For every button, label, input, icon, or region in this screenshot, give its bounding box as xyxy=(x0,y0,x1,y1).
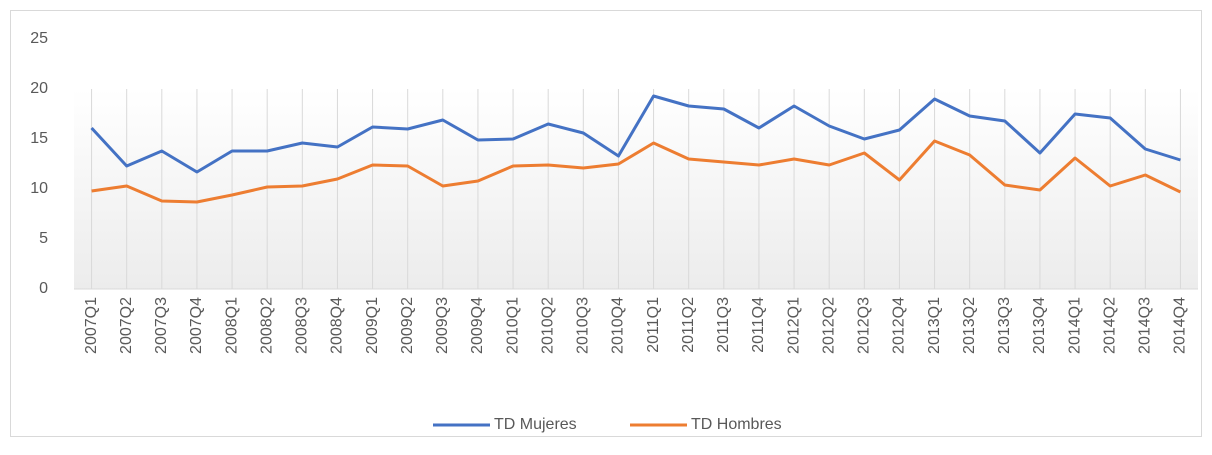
legend-label: TD Mujeres xyxy=(494,416,577,433)
x-tick-label: 2011Q4 xyxy=(750,297,767,353)
x-tick-label: 2011Q2 xyxy=(680,297,697,353)
legend-label: TD Hombres xyxy=(691,416,782,433)
x-tick-label: 2013Q4 xyxy=(1031,297,1048,354)
y-tick-label: 20 xyxy=(30,80,48,97)
x-tick-label: 2012Q2 xyxy=(820,297,837,354)
x-tick-label: 2010Q3 xyxy=(575,297,592,354)
x-tick-label: 2009Q2 xyxy=(399,297,416,354)
x-tick-label: 2014Q1 xyxy=(1066,297,1083,354)
x-tick-label: 2012Q3 xyxy=(856,297,873,354)
x-tick-label: 2014Q3 xyxy=(1137,297,1154,354)
x-tick-label: 2009Q4 xyxy=(469,297,486,354)
x-tick-label: 2008Q3 xyxy=(294,297,311,354)
y-tick-label: 25 xyxy=(30,30,48,47)
x-tick-label: 2007Q1 xyxy=(83,297,100,354)
x-tick-label: 2007Q2 xyxy=(118,297,135,354)
x-tick-label: 2012Q4 xyxy=(891,297,908,354)
x-tick-label: 2011Q3 xyxy=(715,297,732,353)
x-tick-label: 2009Q1 xyxy=(364,297,381,354)
x-tick-label: 2013Q3 xyxy=(996,297,1013,354)
x-tick-label: 2009Q3 xyxy=(434,297,451,354)
x-tick-label: 2013Q2 xyxy=(961,297,978,354)
x-tick-label: 2008Q1 xyxy=(223,297,240,354)
x-tick-label: 2010Q1 xyxy=(504,297,521,354)
x-tick-label: 2011Q1 xyxy=(645,297,662,353)
x-tick-label: 2007Q3 xyxy=(153,297,170,354)
x-tick-label: 2007Q4 xyxy=(188,297,205,354)
x-tick-label: 2010Q2 xyxy=(539,297,556,354)
x-tick-label: 2008Q4 xyxy=(329,297,346,354)
y-tick-label: 15 xyxy=(30,130,48,147)
y-tick-label: 0 xyxy=(39,280,48,297)
y-tick-label: 5 xyxy=(39,230,48,247)
x-tick-label: 2014Q2 xyxy=(1101,297,1118,354)
x-tick-label: 2008Q2 xyxy=(258,297,275,354)
series-line xyxy=(90,94,1181,174)
y-tick-label: 10 xyxy=(30,180,48,197)
x-tick-label: 2014Q4 xyxy=(1172,297,1189,354)
x-tick-label: 2010Q4 xyxy=(610,297,627,354)
x-tick-label: 2012Q1 xyxy=(785,297,802,354)
x-tick-label: 2013Q1 xyxy=(926,297,943,354)
series-line xyxy=(91,139,1182,204)
